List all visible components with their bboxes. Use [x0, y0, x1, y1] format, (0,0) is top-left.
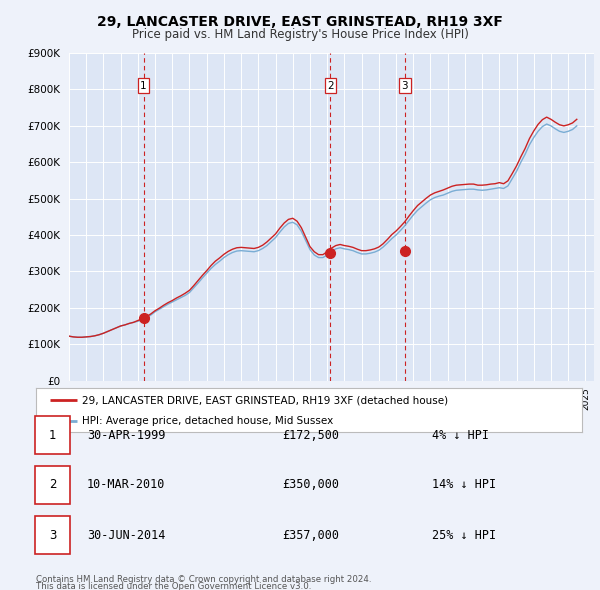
Text: 4% ↓ HPI: 4% ↓ HPI: [432, 429, 489, 442]
Text: Contains HM Land Registry data © Crown copyright and database right 2024.: Contains HM Land Registry data © Crown c…: [36, 575, 371, 584]
Text: 2: 2: [49, 478, 56, 491]
Text: 10-MAR-2010: 10-MAR-2010: [87, 478, 166, 491]
Text: 14% ↓ HPI: 14% ↓ HPI: [432, 478, 496, 491]
Text: Price paid vs. HM Land Registry's House Price Index (HPI): Price paid vs. HM Land Registry's House …: [131, 28, 469, 41]
Text: £172,500: £172,500: [282, 429, 339, 442]
Text: 25% ↓ HPI: 25% ↓ HPI: [432, 529, 496, 542]
Text: £357,000: £357,000: [282, 529, 339, 542]
Text: 30-APR-1999: 30-APR-1999: [87, 429, 166, 442]
Text: This data is licensed under the Open Government Licence v3.0.: This data is licensed under the Open Gov…: [36, 582, 311, 590]
Text: 3: 3: [49, 529, 56, 542]
Text: 2: 2: [327, 81, 334, 91]
Text: 1: 1: [49, 429, 56, 442]
Text: HPI: Average price, detached house, Mid Sussex: HPI: Average price, detached house, Mid …: [82, 416, 334, 426]
Text: 30-JUN-2014: 30-JUN-2014: [87, 529, 166, 542]
Text: 29, LANCASTER DRIVE, EAST GRINSTEAD, RH19 3XF (detached house): 29, LANCASTER DRIVE, EAST GRINSTEAD, RH1…: [82, 395, 449, 405]
Text: £350,000: £350,000: [282, 478, 339, 491]
Text: 29, LANCASTER DRIVE, EAST GRINSTEAD, RH19 3XF: 29, LANCASTER DRIVE, EAST GRINSTEAD, RH1…: [97, 15, 503, 29]
Text: 1: 1: [140, 81, 147, 91]
Text: 3: 3: [401, 81, 408, 91]
